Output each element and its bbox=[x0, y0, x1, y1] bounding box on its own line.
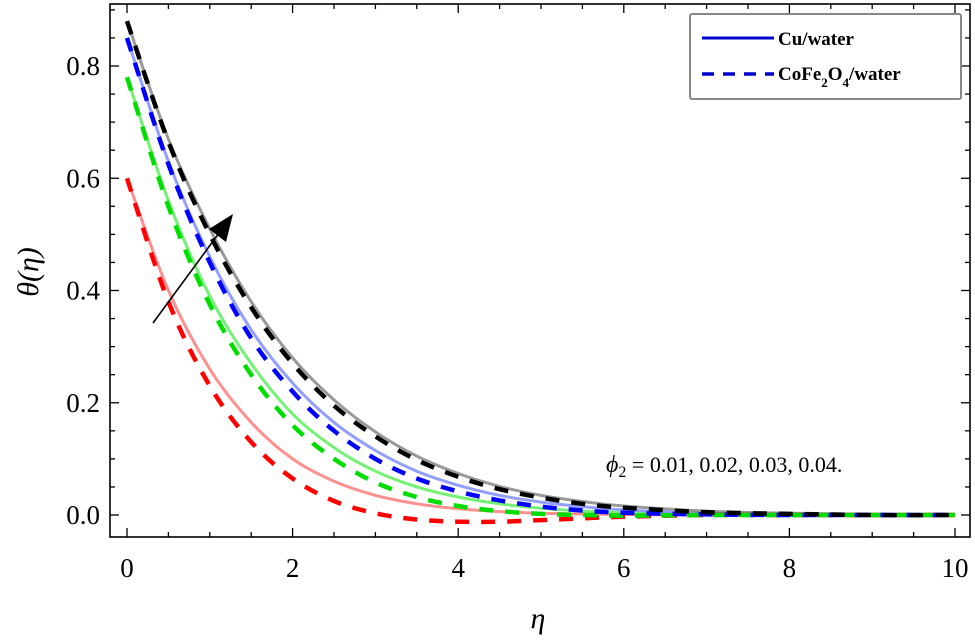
y-axis-title: θ(η) bbox=[12, 247, 45, 297]
y-tick-label: 0.6 bbox=[66, 163, 100, 193]
legend-label-cofe2o4-water: CoFe2O4/water bbox=[778, 64, 901, 90]
x-tick-label: 0 bbox=[120, 553, 134, 583]
x-axis-title: η bbox=[531, 602, 546, 635]
x-tick-label: 8 bbox=[783, 553, 797, 583]
x-tick-label: 6 bbox=[617, 553, 631, 583]
plot-curves bbox=[124, 20, 956, 525]
legend-box bbox=[689, 13, 962, 100]
y-tick-label: 0.0 bbox=[66, 500, 100, 530]
legend: Cu/water CoFe2O4/water bbox=[689, 13, 962, 100]
x-tick-label: 10 bbox=[942, 553, 969, 583]
parameter-annotation: ϕ2 = 0.01, 0.02, 0.03, 0.04. bbox=[606, 452, 842, 481]
y-tick-label: 0.2 bbox=[66, 388, 100, 418]
series-line bbox=[124, 37, 955, 518]
x-axis-ticks: 0 2 4 6 8 10 bbox=[120, 4, 969, 583]
y-tick-label: 0.4 bbox=[66, 276, 100, 306]
legend-label-cu-water: Cu/water bbox=[778, 29, 855, 50]
y-axis-ticks: 0.0 0.2 0.4 0.6 0.8 bbox=[66, 9, 970, 530]
x-tick-label: 2 bbox=[286, 553, 300, 583]
series-line bbox=[125, 20, 956, 517]
y-tick-label: 0.8 bbox=[66, 51, 100, 81]
plot-frame bbox=[109, 3, 971, 538]
x-tick-label: 4 bbox=[451, 553, 465, 583]
trend-arrow bbox=[152, 214, 233, 324]
series-line bbox=[124, 20, 956, 518]
axes-box bbox=[109, 3, 971, 538]
